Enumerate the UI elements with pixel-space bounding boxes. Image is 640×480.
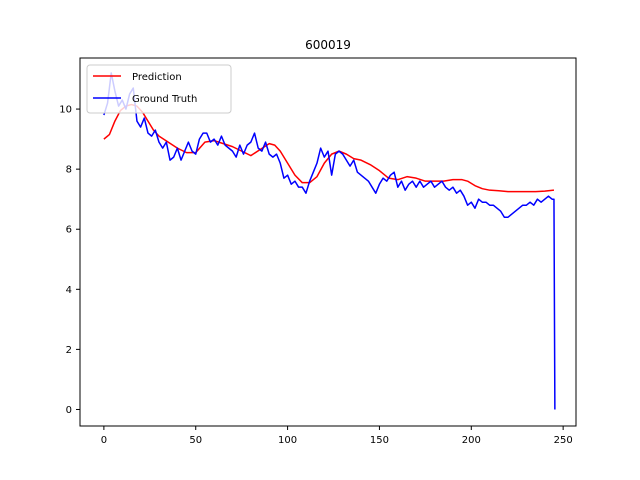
y-tick-label: 2 [66,345,72,356]
y-tick-label: 4 [66,285,72,296]
y-tick-label: 6 [66,225,72,236]
x-tick-label: 50 [189,435,202,446]
chart-title: 600019 [305,38,351,52]
legend-label-prediction: Prediction [132,72,182,83]
y-tick-label: 10 [59,105,72,116]
plot-frame [79,57,577,427]
series-line-ground-truth [103,72,556,410]
legend-box [86,64,232,114]
x-axis: 0 50 100 150 200 250 [101,426,573,446]
x-tick-label: 0 [101,435,107,446]
y-tick-label: 0 [66,405,72,416]
x-tick-label: 250 [554,435,573,446]
y-tick-label: 8 [66,165,72,176]
x-tick-label: 200 [462,435,481,446]
legend: Prediction Ground Truth [86,64,232,114]
y-axis: 0 2 4 6 8 10 [59,105,80,416]
series-layer [103,72,556,410]
legend-label-ground-truth: Ground Truth [132,94,197,105]
x-tick-label: 150 [370,435,389,446]
x-tick-label: 100 [278,435,297,446]
